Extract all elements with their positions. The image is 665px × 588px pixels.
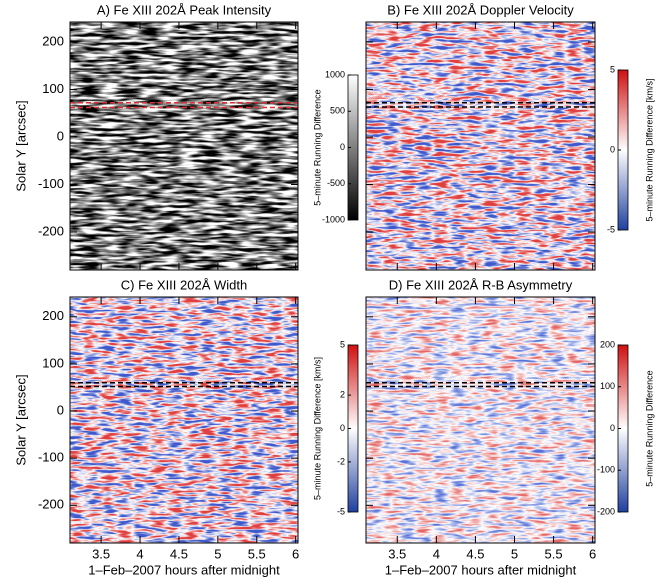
x-tick-label: 6 bbox=[589, 546, 596, 561]
colorbar-tick-label: 1000 bbox=[325, 69, 345, 79]
x-tick-label: 4 bbox=[136, 546, 143, 561]
panel-title: B) Fe XIII 202Å Doppler Velocity bbox=[387, 2, 574, 17]
colorbar-tick-label: -100 bbox=[597, 465, 615, 475]
colorbar-tick-label: 5 bbox=[340, 339, 345, 349]
colorbar-tick-label: 5 bbox=[610, 64, 615, 74]
colorbar-tick-label: -200 bbox=[597, 506, 615, 516]
colorbar-label: 5–minute Running Difference [km/s] bbox=[644, 79, 654, 222]
y-axis-label: Solar Y [arcsec] bbox=[13, 100, 28, 191]
panel-title: D) Fe XIII 202Å R-B Asymmetry bbox=[389, 277, 573, 292]
plot-frame bbox=[69, 296, 299, 544]
colorbar-label: 5–minute Running Difference [km/s] bbox=[312, 357, 322, 500]
y-tick-label: 0 bbox=[57, 402, 64, 417]
colorbar-label: 5–minute Running Difference bbox=[312, 89, 322, 205]
colorbar-tick-label: 0 bbox=[340, 423, 345, 433]
y-tick-label: -100 bbox=[38, 450, 64, 465]
panel-title: A) Fe XIII 202Å Peak Intensity bbox=[97, 2, 272, 17]
colorbar-tick-label: 200 bbox=[600, 339, 615, 349]
colorbar-tick-label: 0 bbox=[610, 144, 615, 154]
colorbar-tick-label: 0 bbox=[340, 142, 345, 152]
heatmap-image bbox=[366, 22, 595, 270]
colorbar-tick-label: 0 bbox=[610, 423, 615, 433]
colorbar-tick-label: 100 bbox=[600, 381, 615, 391]
colorbar-label: 5–minute Running Difference bbox=[644, 370, 654, 486]
x-tick-label: 6 bbox=[292, 546, 299, 561]
plot-frame bbox=[365, 296, 596, 544]
heatmap-image bbox=[70, 297, 298, 543]
x-tick-label: 3.5 bbox=[388, 546, 406, 561]
y-tick-label: 0 bbox=[57, 128, 64, 143]
colorbar-tick-label: -500 bbox=[327, 178, 345, 188]
y-tick-label: 100 bbox=[42, 81, 64, 96]
colorbar-tick-label: 2 bbox=[340, 389, 345, 399]
x-tick-label: 4.5 bbox=[466, 546, 484, 561]
colorbar-tick-label: -5 bbox=[607, 224, 615, 234]
x-tick-label: 4 bbox=[433, 546, 440, 561]
x-tick-label: 5.5 bbox=[248, 546, 266, 561]
y-tick-label: 100 bbox=[42, 355, 64, 370]
y-tick-label: -200 bbox=[38, 497, 64, 512]
x-axis-label: 1–Feb–2007 hours after midnight bbox=[385, 562, 577, 577]
plot-frame bbox=[69, 21, 299, 271]
x-axis-label: 1–Feb–2007 hours after midnight bbox=[88, 562, 280, 577]
heatmap-image bbox=[366, 297, 595, 543]
y-tick-label: 200 bbox=[42, 308, 64, 323]
y-tick-label: -200 bbox=[38, 223, 64, 238]
panel-title: C) Fe XIII 202Å Width bbox=[121, 277, 247, 292]
colorbar-tick-label: -1000 bbox=[322, 214, 345, 224]
heatmap-image bbox=[70, 22, 298, 270]
x-tick-label: 5.5 bbox=[545, 546, 563, 561]
x-tick-label: 5 bbox=[214, 546, 221, 561]
x-tick-label: 3.5 bbox=[92, 546, 110, 561]
colorbar-tick-label: -2 bbox=[337, 456, 345, 466]
colorbar-tick-label: 500 bbox=[330, 106, 345, 116]
y-tick-label: 200 bbox=[42, 33, 64, 48]
plot-frame bbox=[365, 21, 596, 271]
x-tick-label: 4.5 bbox=[170, 546, 188, 561]
colorbar-tick-label: -5 bbox=[337, 506, 345, 516]
y-tick-label: -100 bbox=[38, 176, 64, 191]
x-tick-label: 5 bbox=[511, 546, 518, 561]
y-axis-label: Solar Y [arcsec] bbox=[13, 374, 28, 465]
